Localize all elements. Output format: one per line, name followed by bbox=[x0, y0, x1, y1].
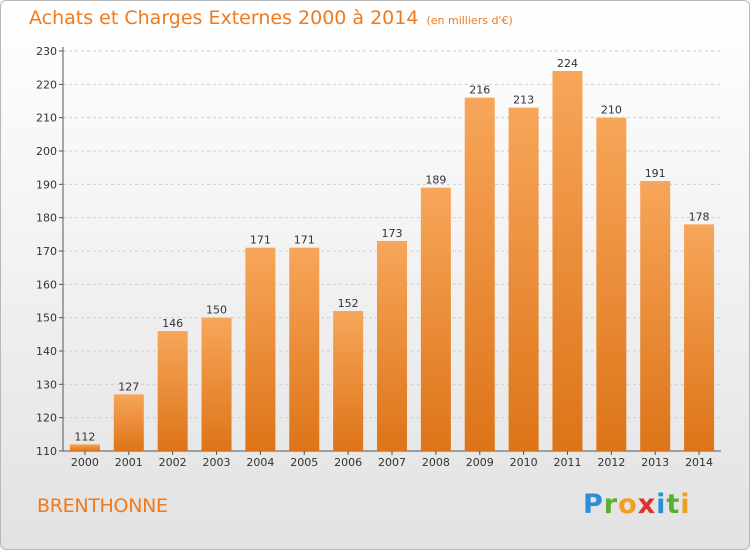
bar bbox=[245, 247, 276, 451]
data-label: 146 bbox=[162, 317, 183, 330]
y-tick-label: 150 bbox=[36, 312, 57, 325]
commune-name: BRENTHONNE bbox=[37, 495, 168, 517]
data-label: 178 bbox=[689, 210, 710, 223]
x-tick-label: 2001 bbox=[115, 456, 143, 469]
y-tick-label: 200 bbox=[36, 145, 57, 158]
bar bbox=[157, 331, 188, 451]
x-tick-label: 2008 bbox=[422, 456, 450, 469]
x-tick-label: 2004 bbox=[246, 456, 274, 469]
data-label: 171 bbox=[250, 234, 271, 247]
proxiti-logo[interactable]: Proxiti bbox=[583, 489, 691, 520]
data-label: 171 bbox=[294, 234, 315, 247]
data-label: 112 bbox=[74, 430, 95, 443]
data-label: 216 bbox=[469, 84, 490, 97]
x-tick-label: 2012 bbox=[597, 456, 625, 469]
y-tick-label: 160 bbox=[36, 278, 57, 291]
x-tick-label: 2011 bbox=[553, 456, 581, 469]
data-label: 152 bbox=[338, 297, 359, 310]
logo-letter: t bbox=[666, 489, 681, 520]
x-tick-label: 2007 bbox=[378, 456, 406, 469]
y-tick-label: 140 bbox=[36, 345, 57, 358]
bar bbox=[464, 97, 495, 452]
logo-letter: i bbox=[656, 489, 667, 520]
y-tick-label: 130 bbox=[36, 378, 57, 391]
bar bbox=[552, 71, 583, 451]
logo-letter: P bbox=[583, 489, 604, 520]
x-tick-label: 2003 bbox=[203, 456, 231, 469]
bar bbox=[640, 181, 671, 451]
bar bbox=[201, 317, 232, 451]
data-label: 173 bbox=[382, 227, 403, 240]
bar bbox=[69, 444, 100, 451]
chart-title-text: Achats et Charges Externes 2000 à 2014 bbox=[29, 7, 419, 29]
x-tick-label: 2000 bbox=[71, 456, 99, 469]
data-label: 210 bbox=[601, 104, 622, 117]
x-tick-label: 2010 bbox=[510, 456, 538, 469]
y-tick-label: 190 bbox=[36, 178, 57, 191]
bar bbox=[333, 311, 364, 451]
bar bbox=[508, 107, 539, 452]
bar bbox=[596, 117, 627, 452]
bar bbox=[377, 241, 407, 451]
x-tick-label: 2009 bbox=[466, 456, 494, 469]
x-tick-label: 2013 bbox=[641, 456, 669, 469]
y-tick-label: 110 bbox=[36, 445, 57, 458]
y-tick-label: 230 bbox=[36, 45, 57, 58]
chart-title: Achats et Charges Externes 2000 à 2014 (e… bbox=[29, 7, 513, 29]
x-tick-label: 2005 bbox=[290, 456, 318, 469]
bar bbox=[289, 247, 320, 451]
y-tick-label: 170 bbox=[36, 245, 57, 258]
data-label: 189 bbox=[425, 174, 446, 187]
logo-letter: r bbox=[603, 489, 619, 520]
x-tick-label: 2002 bbox=[159, 456, 187, 469]
data-label: 224 bbox=[557, 57, 578, 70]
logo-letter: x bbox=[637, 489, 657, 520]
data-label: 213 bbox=[513, 94, 534, 107]
y-tick-label: 220 bbox=[36, 78, 57, 91]
y-tick-label: 120 bbox=[36, 412, 57, 425]
chart-subtitle: (en milliers d'€) bbox=[426, 14, 513, 27]
x-tick-label: 2006 bbox=[334, 456, 362, 469]
logo-letter: o bbox=[618, 489, 638, 520]
data-label: 150 bbox=[206, 304, 227, 317]
data-label: 191 bbox=[645, 167, 666, 180]
y-tick-label: 180 bbox=[36, 212, 57, 225]
bar bbox=[113, 394, 144, 451]
bar bbox=[684, 224, 715, 451]
x-tick-label: 2014 bbox=[685, 456, 713, 469]
logo-letter: i bbox=[680, 489, 691, 520]
bar bbox=[420, 187, 451, 451]
y-tick-label: 210 bbox=[36, 112, 57, 125]
data-label: 127 bbox=[118, 380, 139, 393]
